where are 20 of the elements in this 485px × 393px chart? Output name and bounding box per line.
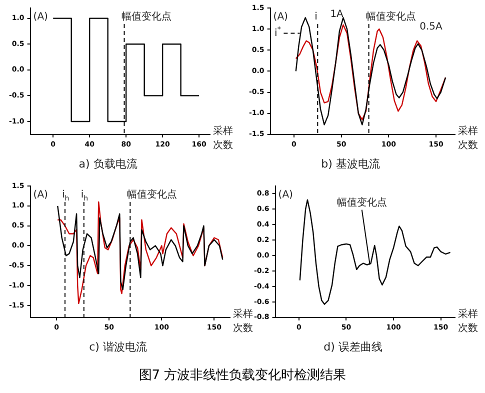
text: d) 误差曲线 (324, 340, 382, 354)
ref-line-label: 幅值变化点 (127, 188, 178, 201)
text: a) 负载电流 (78, 157, 138, 170)
x-axis-title: 采样次数 (458, 124, 478, 151)
ref-line-label: i (314, 12, 318, 23)
x-axis-title: 采样次数 (213, 124, 233, 151)
y-axis-title: (A) (33, 190, 48, 201)
x-axis-title: 采样次数 (458, 308, 478, 334)
ref-line-label: 幅值变化点 (366, 10, 416, 23)
y-axis-title: (A) (273, 12, 288, 23)
annotation: 1A (330, 8, 344, 20)
text: 图7 方波非线性负载变化时检测结果 (138, 368, 346, 383)
text: c) 谐波电流 (89, 340, 147, 354)
annotation: 0.5A (420, 22, 443, 33)
x-axis-title: 采样次数 (233, 308, 253, 334)
text: b) 基波电流 (321, 157, 380, 170)
annotation: 幅值变化点 (336, 196, 387, 208)
y-axis-title: (A) (278, 190, 294, 201)
y-axis-title: (A) (33, 12, 48, 23)
ref-line-label: 幅值变化点 (121, 10, 172, 23)
